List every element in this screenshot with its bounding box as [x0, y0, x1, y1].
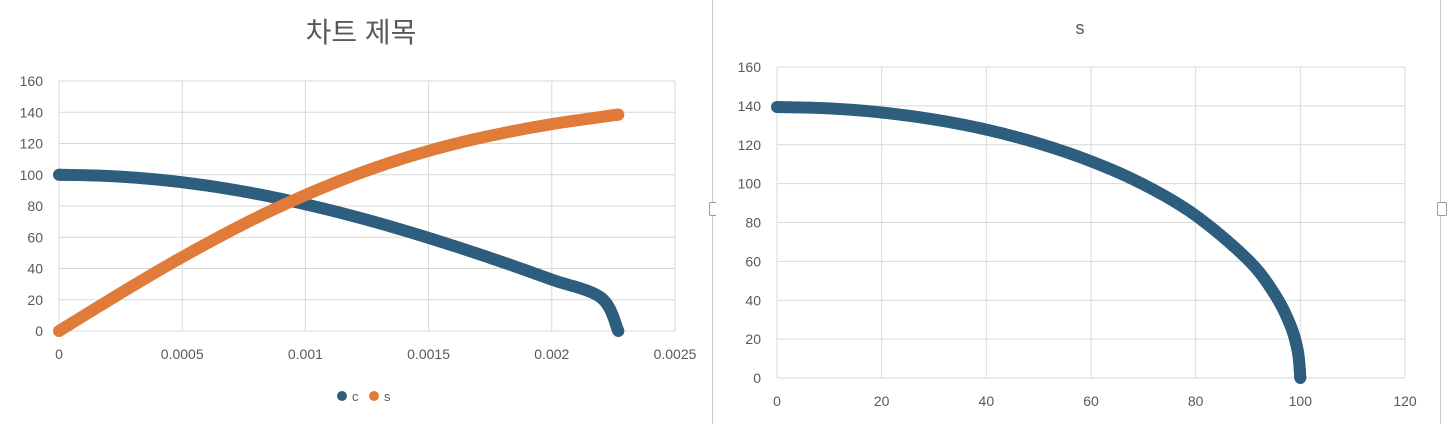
x-tick-label: 0.002 [534, 346, 569, 362]
y-tick-label: 120 [20, 136, 44, 152]
chart-right-svg: s 0 20 40 60 80 100 120 0 20 40 60 80 100 120 140 160 [738, 18, 1417, 409]
y-tick-label: 100 [20, 167, 44, 183]
legend-marker-s [369, 391, 379, 401]
y-tick-label: 80 [745, 215, 761, 231]
x-tick-label: 40 [979, 393, 995, 409]
x-tick-label: 120 [1393, 393, 1417, 409]
legend-marker-c [337, 391, 347, 401]
y-tick-label: 80 [27, 198, 43, 214]
x-tick-label: 0.0025 [654, 346, 697, 362]
data-point [1294, 372, 1307, 384]
chart-left-svg: 차트 제목 0 0.0005 0.001 0.0015 0.002 0.0025 0 20 40 6… [20, 17, 697, 404]
legend-label-c: c [352, 389, 359, 404]
data-point [612, 108, 625, 121]
x-tick-label: 100 [1289, 393, 1313, 409]
legend-label-s: s [384, 389, 391, 404]
x-tick-label: 0 [55, 346, 63, 362]
y-tick-label: 40 [27, 261, 43, 277]
y-tick-label: 40 [745, 292, 761, 308]
x-tick-label: 0 [773, 393, 781, 409]
y-tick-label: 160 [738, 59, 762, 75]
y-tick-label: 100 [738, 176, 762, 192]
y-tick-label: 20 [745, 331, 761, 347]
y-tick-label: 140 [20, 104, 44, 120]
y-tick-label: 140 [738, 98, 762, 114]
chart-left-panel[interactable]: 차트 제목 0 0.0005 0.001 0.0015 0.002 0.0025 0 20 40 6… [0, 0, 712, 424]
resize-handle-right[interactable] [1437, 202, 1447, 216]
chart-title: 차트 제목 [306, 17, 417, 48]
x-tick-label: 0.0015 [407, 346, 450, 362]
x-tick-label: 0.0005 [161, 346, 204, 362]
y-tick-label: 0 [35, 323, 43, 339]
y-tick-label: 120 [738, 137, 762, 153]
x-tick-label: 20 [874, 393, 890, 409]
y-tick-label: 60 [27, 229, 43, 245]
data-point [612, 325, 625, 337]
series-s [53, 108, 625, 337]
x-tick-label: 60 [1083, 393, 1099, 409]
x-tick-label: 80 [1188, 393, 1204, 409]
y-tick-label: 160 [20, 73, 44, 89]
x-tick-label: 0.001 [288, 346, 323, 362]
y-tick-label: 60 [745, 253, 761, 269]
y-tick-label: 20 [27, 292, 43, 308]
chart-right-panel[interactable]: s 0 20 40 60 80 100 120 0 20 40 60 80 100 120 140 160 [716, 0, 1452, 424]
series-c [53, 168, 625, 337]
chart-title: s [1076, 18, 1085, 38]
series-main [771, 101, 1307, 384]
y-tick-label: 0 [753, 370, 761, 386]
